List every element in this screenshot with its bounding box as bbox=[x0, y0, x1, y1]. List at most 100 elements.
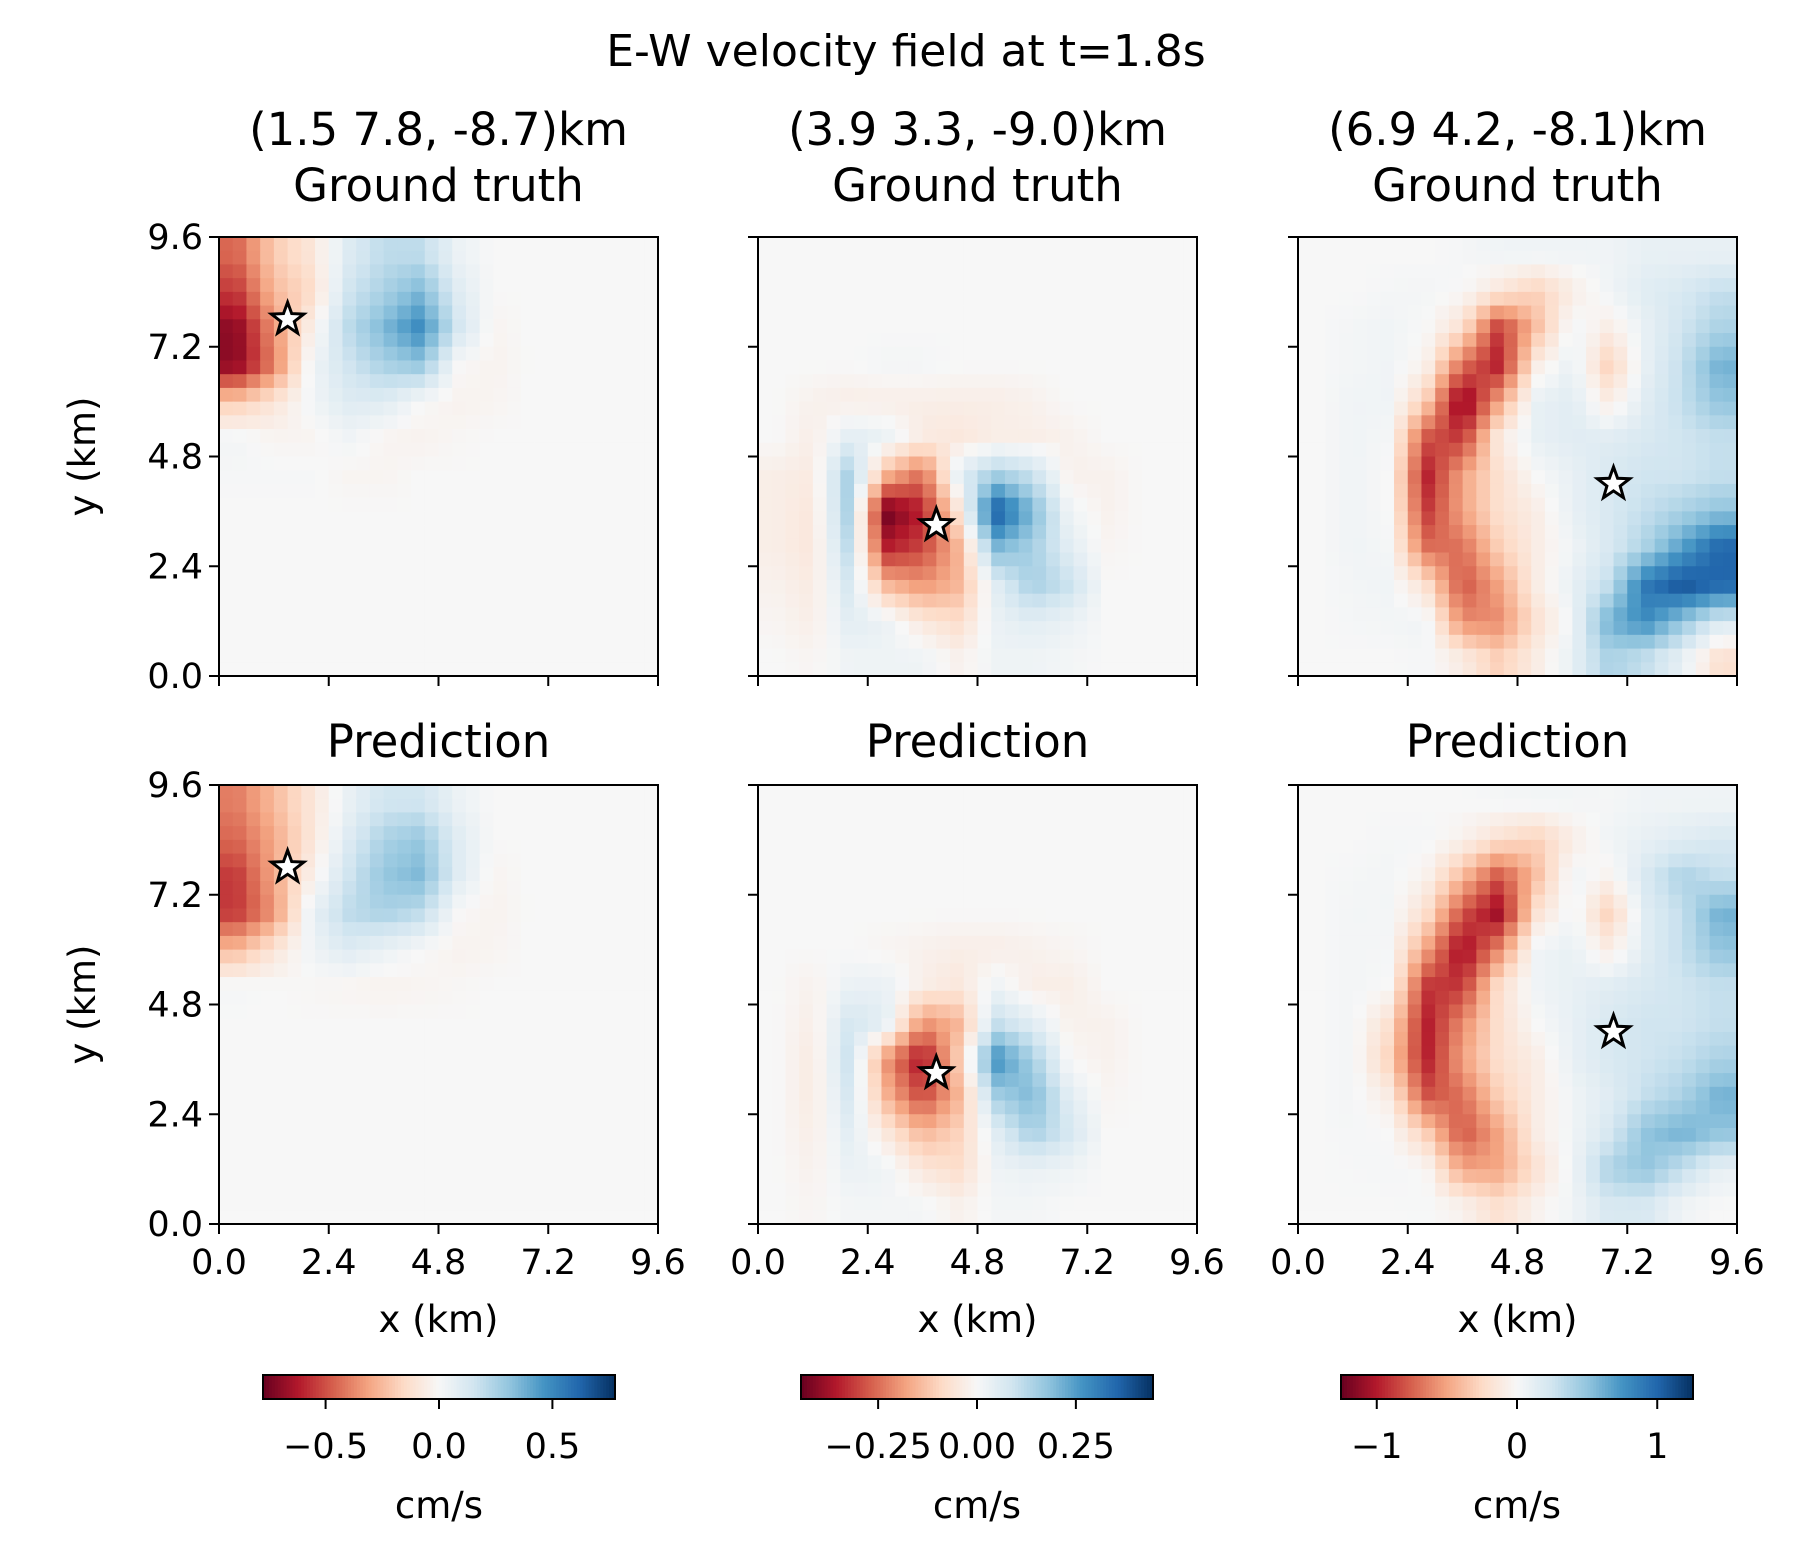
heatmap-cell bbox=[854, 483, 869, 499]
heatmap-cell bbox=[438, 1155, 453, 1170]
heatmap-cell bbox=[1128, 319, 1143, 334]
heatmap-cell bbox=[881, 429, 896, 444]
heatmap-cell bbox=[1380, 401, 1395, 416]
heatmap-cell bbox=[328, 552, 344, 567]
heatmap-cell bbox=[1155, 785, 1171, 800]
heatmap-cell bbox=[328, 1045, 344, 1060]
heatmap-cell bbox=[493, 538, 508, 554]
heatmap-cell bbox=[452, 1018, 467, 1033]
heatmap-cell bbox=[315, 839, 330, 855]
heatmap-cell bbox=[397, 456, 412, 471]
heatmap-cell bbox=[1100, 401, 1116, 416]
heatmap-cell bbox=[867, 977, 883, 992]
heatmap-cell bbox=[771, 415, 787, 430]
heatmap-cell bbox=[1435, 456, 1450, 471]
heatmap-cell bbox=[301, 346, 316, 362]
heatmap-cell bbox=[424, 525, 440, 540]
heatmap-cell bbox=[548, 291, 563, 307]
heatmap-cell bbox=[1599, 360, 1615, 375]
heatmap-cell bbox=[452, 415, 467, 430]
heatmap-cell bbox=[1517, 648, 1532, 663]
heatmap-cell bbox=[758, 374, 773, 389]
heatmap-cell bbox=[908, 442, 924, 458]
heatmap-cell bbox=[1709, 634, 1724, 650]
heatmap-cell bbox=[908, 429, 924, 444]
heatmap-cell bbox=[840, 333, 855, 348]
heatmap-cell bbox=[1142, 1073, 1157, 1088]
heatmap-cell bbox=[603, 374, 618, 389]
heatmap-cell bbox=[1613, 593, 1628, 609]
heatmap-cell bbox=[616, 237, 632, 252]
heatmap-cell bbox=[1114, 250, 1130, 266]
heatmap-cell bbox=[575, 881, 591, 896]
heatmap-cell bbox=[1046, 812, 1061, 827]
heatmap-cell bbox=[1155, 387, 1171, 403]
heatmap-cell bbox=[246, 839, 261, 855]
heatmap-cell bbox=[1004, 401, 1020, 416]
heatmap-cell bbox=[438, 1004, 453, 1019]
heatmap-cell bbox=[840, 525, 855, 540]
heatmap-cell bbox=[1394, 456, 1409, 471]
heatmap-cell bbox=[1004, 278, 1020, 293]
heatmap-cell bbox=[1723, 333, 1738, 348]
heatmap-cell bbox=[575, 333, 591, 348]
heatmap-cell bbox=[548, 1018, 563, 1033]
heatmap-cell bbox=[991, 785, 1006, 800]
heatmap-cell bbox=[895, 538, 910, 554]
heatmap-cell bbox=[589, 1127, 604, 1143]
heatmap-cell bbox=[785, 867, 800, 882]
heatmap-cell bbox=[232, 387, 248, 403]
heatmap-cell bbox=[758, 360, 773, 375]
heatmap-cell bbox=[1114, 291, 1130, 307]
heatmap-cell bbox=[1325, 497, 1340, 512]
heatmap-cell bbox=[895, 415, 910, 430]
heatmap-cell bbox=[328, 648, 344, 663]
heatmap-cell bbox=[1627, 346, 1642, 362]
heatmap-cell bbox=[369, 552, 385, 567]
heatmap-cell bbox=[630, 1086, 645, 1102]
heatmap-cell bbox=[1142, 456, 1157, 471]
source-star-icon bbox=[1593, 462, 1634, 502]
heatmap-cell bbox=[1087, 908, 1102, 923]
heatmap-cell bbox=[1421, 593, 1436, 609]
heatmap-cell bbox=[950, 908, 965, 923]
heatmap-cell bbox=[424, 1059, 440, 1074]
heatmap-cell bbox=[328, 237, 344, 252]
heatmap-cell bbox=[812, 470, 828, 485]
heatmap-cell bbox=[936, 333, 951, 348]
heatmap-cell bbox=[616, 990, 632, 1006]
heatmap-cell bbox=[1114, 1018, 1130, 1033]
heatmap-cell bbox=[520, 853, 536, 868]
heatmap-cell bbox=[438, 853, 453, 868]
heatmap-cell bbox=[1586, 511, 1601, 526]
heatmap-cell bbox=[1572, 566, 1587, 581]
heatmap-cell bbox=[246, 867, 261, 882]
heatmap-cell bbox=[908, 949, 924, 964]
heatmap-cell bbox=[548, 894, 563, 910]
heatmap-cell bbox=[1366, 525, 1381, 540]
heatmap-cell bbox=[1004, 374, 1020, 389]
heatmap-cell bbox=[1531, 250, 1546, 266]
heatmap-cell bbox=[561, 1169, 577, 1184]
heatmap-cell bbox=[1503, 511, 1519, 526]
heatmap-cell bbox=[1183, 894, 1198, 910]
heatmap-cell bbox=[1558, 579, 1573, 595]
heatmap-cell bbox=[424, 1114, 440, 1129]
heatmap-cell bbox=[785, 415, 800, 430]
heatmap-cell bbox=[1100, 456, 1116, 471]
heatmap-cell bbox=[328, 785, 344, 800]
heatmap-cell bbox=[328, 387, 344, 403]
heatmap-cell bbox=[383, 785, 398, 800]
heatmap-cell bbox=[219, 538, 234, 554]
heatmap-cell bbox=[575, 538, 591, 554]
heatmap-cell bbox=[644, 949, 659, 964]
heatmap-cell bbox=[383, 839, 398, 855]
heatmap-cell bbox=[936, 785, 951, 800]
heatmap-cell bbox=[1668, 346, 1683, 362]
heatmap-cell bbox=[1325, 607, 1340, 622]
heatmap-cell bbox=[1155, 990, 1171, 1006]
heatmap-cell bbox=[219, 1059, 234, 1074]
heatmap-cell bbox=[1128, 1045, 1143, 1060]
heatmap-cell bbox=[1476, 346, 1491, 362]
heatmap-cell bbox=[1339, 319, 1354, 334]
